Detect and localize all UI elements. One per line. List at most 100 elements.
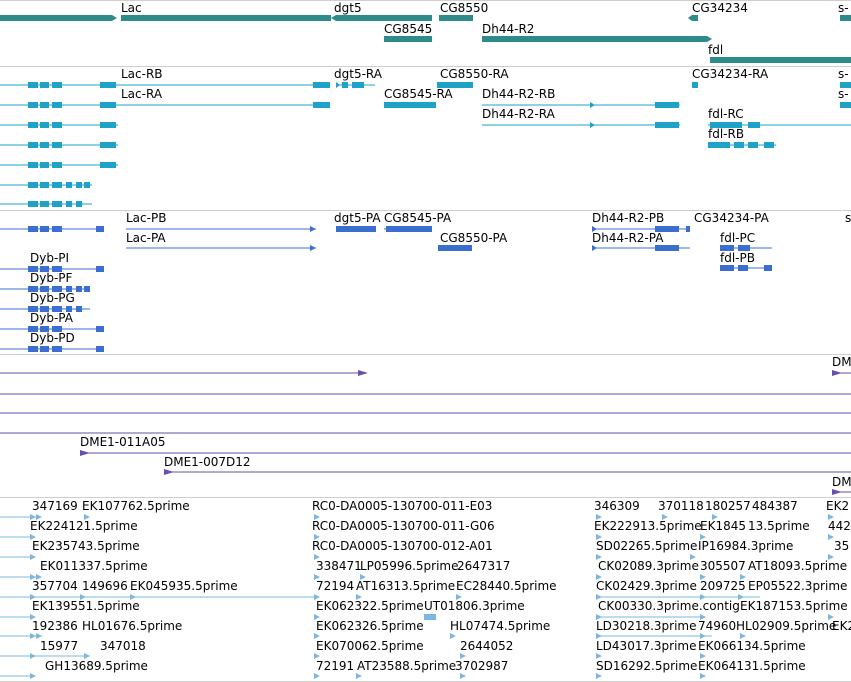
transcript-label-dgt5-ra[interactable]: dgt5-RA xyxy=(334,67,382,81)
protein-label-fdl-pc[interactable]: fdl-PC xyxy=(720,231,756,245)
gene-label-cg34234[interactable]: CG34234 xyxy=(692,1,748,15)
est-label[interactable]: HL07474.5prime xyxy=(450,619,551,633)
est-label[interactable]: RC0-DA0005-130700-012-A01 xyxy=(312,539,493,553)
est-label[interactable]: CK00330.3prime.contig xyxy=(598,599,740,613)
est-label[interactable]: 209725 xyxy=(700,579,746,593)
est-label[interactable]: EK235743.5prime xyxy=(32,539,140,553)
est-label[interactable]: 149696 xyxy=(82,579,128,593)
est-label[interactable]: EC28440.5prime xyxy=(456,579,557,593)
protein-label-cg8550-pa[interactable]: CG8550-PA xyxy=(440,231,508,245)
protein-label-dyb-pg[interactable]: Dyb-PG xyxy=(30,291,75,305)
protein-label-cg34234-pa[interactable]: CG34234-PA xyxy=(694,211,769,225)
est-label[interactable]: IP16984.3prime xyxy=(698,539,794,553)
est-label[interactable]: 72194 xyxy=(316,579,355,593)
est-label[interactable]: CK02089.3prime xyxy=(598,559,699,573)
transcript-label-s[interactable]: s- xyxy=(838,67,849,81)
est-label[interactable]: 15977 xyxy=(40,639,79,653)
gene-label-fdl[interactable]: fdl xyxy=(708,43,724,57)
est-label[interactable]: AT23588.5prime xyxy=(357,659,457,673)
est-label[interactable]: EK066134.5prime xyxy=(698,639,806,653)
transcript-label-fdl-rc[interactable]: fdl-RC xyxy=(708,107,744,121)
transcript-label-s[interactable]: s- xyxy=(838,87,849,101)
est-label[interactable]: 484387 xyxy=(752,499,798,513)
protein-label-dyb-pf[interactable]: Dyb-PF xyxy=(30,271,73,285)
protein-label-dyb-pa[interactable]: Dyb-PA xyxy=(30,311,73,325)
est-label[interactable]: 72191 xyxy=(316,659,355,673)
est-label[interactable]: EK139551.5prime xyxy=(32,599,140,613)
protein-label-fdl-pb[interactable]: fdl-PB xyxy=(720,251,755,265)
est-label[interactable]: SD02265.5prime xyxy=(596,539,698,553)
est-label[interactable]: GH13689.5prime xyxy=(45,659,148,673)
transcript-label-lac-rb[interactable]: Lac-RB xyxy=(121,67,163,81)
est-label[interactable]: AT18093.5prime xyxy=(748,559,848,573)
est-label[interactable]: LD30218.3prime xyxy=(596,619,697,633)
protein-label-dh44-r2-pb[interactable]: Dh44-R2-PB xyxy=(592,211,665,225)
transcript-label-dh44-r2-ra[interactable]: Dh44-R2-RA xyxy=(482,107,555,121)
protein-label-s[interactable]: s xyxy=(845,211,851,225)
gene-label-cg8545[interactable]: CG8545 xyxy=(384,22,433,36)
est-label[interactable]: 3702987 xyxy=(455,659,509,673)
protein-label-lac-pa[interactable]: Lac-PA xyxy=(126,231,166,245)
est-label[interactable]: 370118 xyxy=(658,499,704,513)
est-label[interactable]: CK02429.3prime xyxy=(596,579,697,593)
est-label[interactable]: EK062322.5prime xyxy=(316,599,424,613)
protein-label-dyb-pi[interactable]: Dyb-PI xyxy=(30,251,70,265)
est-label[interactable]: 74960 xyxy=(698,619,737,633)
protein-label-dh44-r2-pa[interactable]: Dh44-R2-PA xyxy=(592,231,664,245)
gene-label-cg8550[interactable]: CG8550 xyxy=(440,1,489,15)
est-label[interactable]: HL02909.5prime xyxy=(736,619,837,633)
est-label[interactable]: 305507 xyxy=(700,559,746,573)
est-label[interactable]: EK224121.5prime xyxy=(30,519,138,533)
est-label[interactable]: EK070062.5prime xyxy=(316,639,424,653)
gene-label-lac[interactable]: Lac xyxy=(121,1,142,15)
est-label[interactable]: EK011337.5prime xyxy=(40,559,148,573)
est-label[interactable]: HL01676.5prime xyxy=(82,619,183,633)
est-label[interactable]: EK1845 xyxy=(700,519,746,533)
est-label[interactable]: 357704 xyxy=(32,579,78,593)
est-label[interactable]: 35 xyxy=(834,539,850,553)
est-label[interactable]: 346309 xyxy=(594,499,640,513)
est-label[interactable]: AT16313.5prime xyxy=(356,579,456,593)
gene-label-dh44-r2[interactable]: Dh44-R2 xyxy=(482,22,535,36)
gene-label-s[interactable]: s- xyxy=(838,1,849,15)
est-label[interactable]: EP05522.3prime xyxy=(748,579,848,593)
protein-label-lac-pb[interactable]: Lac-PB xyxy=(126,211,167,225)
est-label[interactable]: EK045935.5prime xyxy=(130,579,238,593)
protein-label-cg8545-pa[interactable]: CG8545-PA xyxy=(384,211,452,225)
est-label[interactable]: EK107762.5prime xyxy=(82,499,190,513)
est-label[interactable]: 338471 xyxy=(316,559,362,573)
est-label[interactable]: 2644052 xyxy=(460,639,514,653)
est-label[interactable]: EK064131.5prime xyxy=(698,659,806,673)
clone-label-dme1-007d12[interactable]: DME1-007D12 xyxy=(164,455,251,469)
transcript-label-fdl-rb[interactable]: fdl-RB xyxy=(708,127,745,141)
est-label[interactable]: LP05996.5prime xyxy=(360,559,459,573)
gene-label-dgt5[interactable]: dgt5 xyxy=(334,1,362,15)
est-label[interactable]: 347018 xyxy=(100,639,146,653)
est-label[interactable]: EK187153.5prime xyxy=(740,599,848,613)
transcript-label-cg8545-ra[interactable]: CG8545-RA xyxy=(384,87,453,101)
est-label[interactable]: 180257 xyxy=(705,499,751,513)
transcript-label-lac-ra[interactable]: Lac-RA xyxy=(121,87,163,101)
est-label[interactable]: 2647317 xyxy=(457,559,511,573)
est-label[interactable]: RC0-DA0005-130700-011-G06 xyxy=(312,519,495,533)
est-label[interactable]: EK2 xyxy=(826,499,850,513)
clone-label-dme[interactable]: DME xyxy=(832,475,851,489)
est-label[interactable]: EK2 xyxy=(832,619,851,633)
est-label[interactable]: RC0-DA0005-130700-011-E03 xyxy=(312,499,493,513)
est-label[interactable]: SD16292.5prime xyxy=(596,659,698,673)
est-label[interactable]: UT01806.3prime xyxy=(424,599,525,613)
transcript-label-cg34234-ra[interactable]: CG34234-RA xyxy=(692,67,769,81)
est-label[interactable]: 442 xyxy=(828,519,851,533)
clone-label-dme[interactable]: DME xyxy=(832,355,851,369)
transcript-label-cg8550-ra[interactable]: CG8550-RA xyxy=(440,67,509,81)
est-label[interactable]: LD43017.3prime xyxy=(596,639,697,653)
est-label[interactable]: 347169 xyxy=(32,499,78,513)
protein-label-dgt5-pa[interactable]: dgt5-PA xyxy=(334,211,381,225)
transcript-label-dh44-r2-rb[interactable]: Dh44-R2-RB xyxy=(482,87,556,101)
clone-label-dme1-011a05[interactable]: DME1-011A05 xyxy=(80,435,166,449)
est-label[interactable]: EK222913.5prime xyxy=(594,519,702,533)
est-label[interactable]: 13.5prime xyxy=(748,519,810,533)
protein-label-dyb-pd[interactable]: Dyb-PD xyxy=(30,331,75,345)
est-label[interactable]: 192386 xyxy=(32,619,78,633)
est-label[interactable]: EK062326.5prime xyxy=(316,619,424,633)
